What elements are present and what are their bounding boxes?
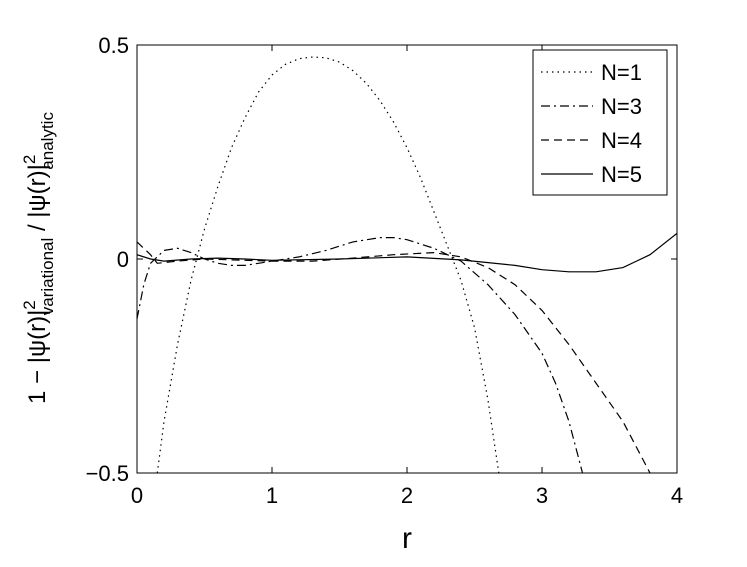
curves (137, 56, 677, 473)
y-axis-label-part: variational (38, 238, 57, 316)
x-tick-label: 1 (266, 483, 278, 508)
legend-label: N=1 (601, 60, 642, 85)
y-axis-label-part: 2 (20, 300, 39, 309)
x-tick-label: 3 (536, 483, 548, 508)
y-tick-label: −0.5 (86, 461, 129, 486)
series-line (137, 241, 651, 473)
x-tick-label: 2 (401, 483, 413, 508)
legend-label: N=3 (601, 94, 642, 119)
y-axis-label-part: 2 (20, 155, 39, 164)
y-axis-label: 1 − |ψ(r)|2variational / |ψ(r)|2analytic (20, 112, 57, 404)
legend-label: N=4 (601, 128, 642, 153)
y-tick-label: 0 (117, 247, 129, 272)
y-tick-label: 0.5 (98, 33, 129, 58)
y-axis-label-part: 1 − |ψ(r)| (24, 310, 51, 404)
series-line (137, 232, 677, 273)
x-tick-label: 0 (131, 483, 143, 508)
series-line (137, 237, 584, 473)
y-axis-label-part: / |ψ(r)| (24, 164, 51, 238)
legend-box (532, 49, 668, 196)
legend-label: N=5 (601, 162, 642, 187)
x-tick-label: 4 (671, 483, 683, 508)
y-axis-label-part: analytic (38, 112, 57, 170)
x-axis-label: r (402, 522, 412, 555)
